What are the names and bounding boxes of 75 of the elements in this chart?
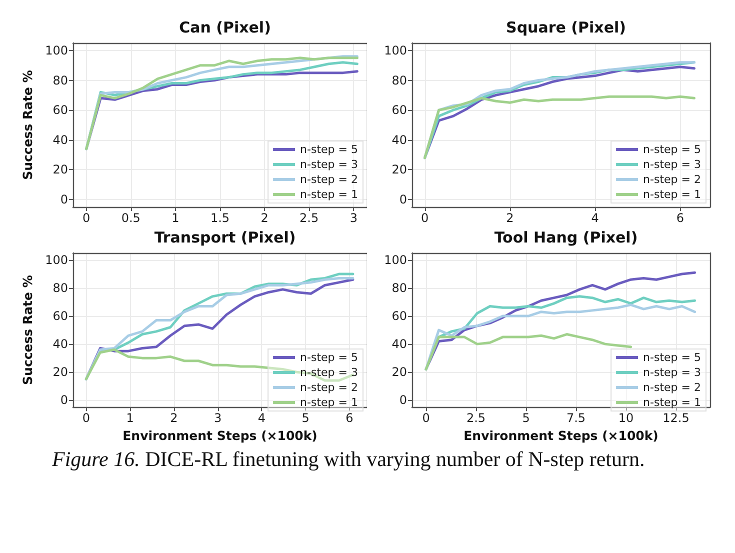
x-tick-label: 0 [82,411,90,426]
y-axis-title: Success Rate % [20,274,36,385]
y-tick-label: 0 [60,192,68,207]
x-tick-label: 5 [302,411,310,426]
y-tick-label: 100 [384,43,407,58]
x-tick-label: 2 [506,211,514,225]
legend-label: n-step = 2 [643,173,702,186]
chart-title: Square (Pixel) [506,18,626,36]
x-tick-label: 0 [82,211,90,225]
x-axis-title: Environment Steps (×100k) [464,428,658,443]
y-tick-label: 100 [384,253,407,268]
y-tick-label: 20 [392,162,407,177]
y-tick-label: 20 [52,365,68,380]
x-tick-label: 1 [126,411,134,426]
x-tick-label: 3 [214,411,222,426]
x-axis-title: Environment Steps (×100k) [122,428,318,443]
chart-title: Tool Hang (Pixel) [494,228,638,246]
legend-label: n-step = 3 [300,366,358,379]
chart-title: Transport (Pixel) [154,228,296,246]
legend-label: n-step = 1 [300,396,358,409]
legend-label: n-step = 5 [643,351,702,364]
y-tick-label: 40 [392,132,407,147]
y-tick-label: 0 [399,192,407,207]
legend-label: n-step = 3 [643,158,702,171]
y-tick-label: 40 [52,337,68,352]
x-tick-label: 12.5 [662,411,690,426]
y-tick-label: 40 [52,132,68,147]
x-tick-label: 10 [618,411,634,426]
y-tick-label: 0 [399,393,407,408]
y-tick-label: 60 [52,309,68,324]
x-tick-label: 5 [522,411,530,426]
line-series [424,333,632,371]
legend-label: n-step = 1 [300,188,358,201]
y-tick-label: 40 [392,337,407,352]
x-tick-label: 0 [420,211,429,225]
x-tick-label: 2 [260,211,268,225]
y-tick-label: 80 [52,73,68,88]
legend-label: n-step = 1 [643,396,702,409]
legend-label: n-step = 2 [300,173,358,186]
x-tick-label: 0 [422,411,430,426]
y-tick-label: 60 [52,103,68,118]
y-axis-title: Success Rate % [20,70,36,180]
x-tick-label: 0.5 [121,211,140,225]
x-tick-label: 2.5 [300,211,319,225]
legend-label: n-step = 5 [643,143,702,156]
x-tick-label: 4 [591,211,599,225]
chart-title: Can (Pixel) [179,18,271,36]
legend-label: n-step = 2 [643,381,702,394]
x-tick-label: 1 [172,211,180,225]
caption: Figure 16. DICE-RL finetuning with varying number of N-step return. [52,446,646,473]
y-tick-label: 60 [392,103,407,118]
y-tick-label: 80 [52,281,68,296]
y-tick-label: 80 [392,281,407,296]
legend-label: n-step = 2 [300,381,358,394]
x-tick-label: 4 [258,411,266,426]
x-tick-label: 2.5 [466,411,486,426]
x-tick-label: 7.5 [566,411,586,426]
y-tick-label: 0 [60,393,68,408]
y-tick-label: 20 [392,365,407,380]
y-tick-label: 80 [392,73,407,88]
legend-label: n-step = 3 [643,366,702,379]
line-series [424,95,696,160]
y-tick-label: 60 [392,309,407,324]
x-tick-label: 1.5 [210,211,230,225]
legend-label: n-step = 1 [643,188,702,201]
x-tick-label: 2 [170,411,178,426]
legend-label: n-step = 5 [300,143,358,156]
x-tick-label: 6 [346,411,354,426]
y-tick-label: 100 [45,253,68,268]
y-tick-label: 20 [52,162,68,177]
y-tick-label: 100 [45,43,68,58]
x-tick-label: 6 [676,211,684,225]
legend-label: n-step = 5 [300,351,358,364]
x-tick-label: 3 [350,211,358,225]
legend-label: n-step = 3 [300,158,358,171]
